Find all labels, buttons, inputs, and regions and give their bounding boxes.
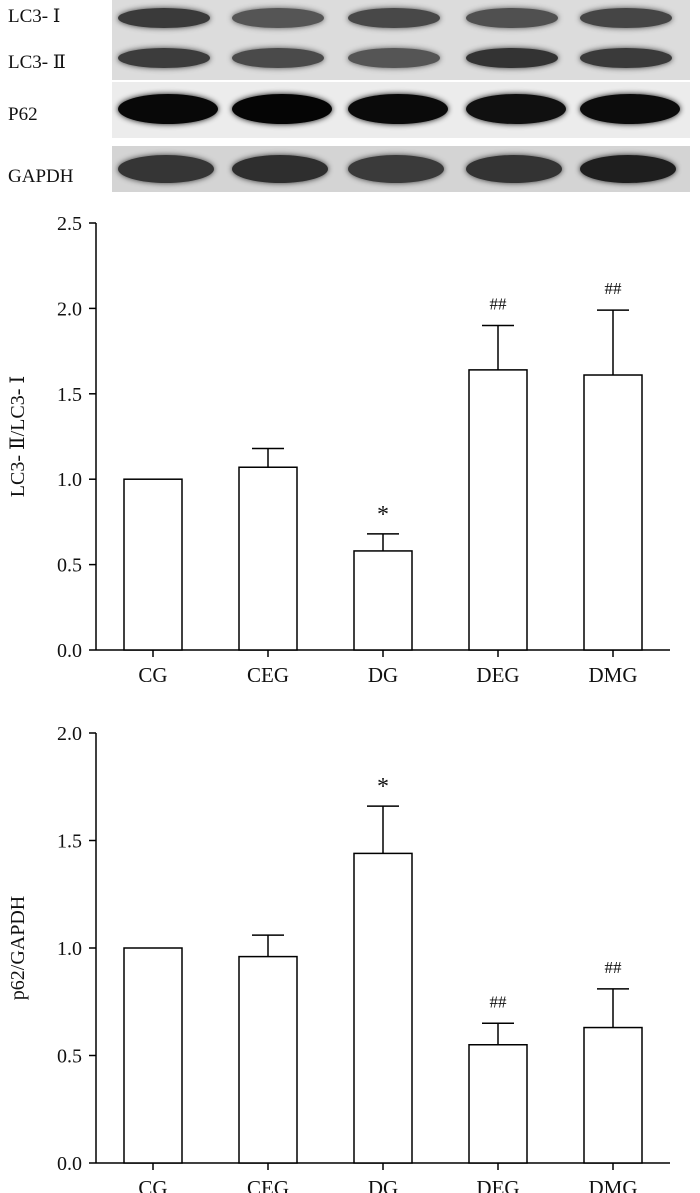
band-lc3-i-lane-5 — [580, 8, 672, 28]
y-tick-label: 0.0 — [57, 640, 82, 662]
western-blot-image: LC3- Ⅰ LC3- Ⅱ P62 GAPDH — [0, 0, 700, 200]
significance-mark-dg: * — [377, 774, 389, 800]
y-tick-label: 1.5 — [57, 831, 82, 853]
band-lc3-i-lane-4 — [466, 8, 558, 28]
band-gapdh-lane-5 — [580, 155, 676, 183]
significance-mark-deg: ## — [490, 992, 508, 1011]
significance-mark-deg: ## — [490, 294, 508, 313]
band-lc3-i-lane-2 — [232, 8, 324, 28]
band-p62-lane-2 — [232, 94, 332, 124]
y-tick-label: 0.5 — [57, 555, 82, 577]
bar-cg — [123, 947, 183, 1164]
x-tick-label: DEG — [476, 1176, 519, 1193]
y-axis-title: LC3- Ⅱ/LC3- Ⅰ — [7, 376, 29, 497]
band-p62-lane-3 — [348, 94, 448, 124]
x-tick-label: CEG — [247, 1176, 289, 1193]
significance-mark-dmg: ## — [605, 279, 623, 298]
band-lc3-i-lane-3 — [348, 8, 440, 28]
band-lc3-ii-lane-4 — [466, 48, 558, 68]
band-lc3-ii-lane-5 — [580, 48, 672, 68]
blot-label-lc3-ii: LC3- Ⅱ — [8, 52, 66, 73]
significance-mark-dmg: ## — [605, 958, 623, 977]
bar-dg — [353, 550, 413, 651]
x-tick-label: DG — [368, 1176, 398, 1193]
bar-ceg — [238, 466, 298, 651]
band-gapdh-lane-4 — [466, 155, 562, 183]
y-tick-label: 1.0 — [57, 469, 82, 491]
x-tick-label: CG — [138, 663, 167, 687]
y-tick-label: 1.0 — [57, 938, 82, 960]
x-tick-label: DMG — [588, 1176, 637, 1193]
y-axis-title: p62/GAPDH — [7, 896, 29, 1000]
band-p62-lane-1 — [118, 94, 218, 124]
blot-label-p62: P62 — [8, 104, 38, 125]
x-tick-label: DMG — [588, 663, 637, 687]
band-gapdh-lane-2 — [232, 155, 328, 183]
y-tick-label: 2.0 — [57, 298, 82, 320]
bar-deg — [468, 369, 528, 651]
band-lc3-ii-lane-3 — [348, 48, 440, 68]
blot-label-gapdh: GAPDH — [8, 166, 74, 187]
x-tick-label: DG — [368, 663, 398, 687]
y-tick-label: 0.5 — [57, 1046, 82, 1068]
x-tick-label: CEG — [247, 663, 289, 687]
y-tick-label: 1.5 — [57, 384, 82, 406]
significance-mark-dg: * — [377, 502, 389, 528]
band-lc3-ii-lane-1 — [118, 48, 210, 68]
x-tick-label: DEG — [476, 663, 519, 687]
band-p62-lane-4 — [466, 94, 566, 124]
y-tick-label: 2.0 — [57, 723, 82, 745]
y-tick-label: 0.0 — [57, 1153, 82, 1175]
p62-gapdh-chart: 0.0 0.5 1.0 1.5 2.0 CG CEG DG * DEG ## DMG ## p62/GAP… — [7, 723, 670, 1193]
bar-dmg — [583, 374, 643, 651]
bar-cg — [123, 478, 183, 651]
band-lc3-ii-lane-2 — [232, 48, 324, 68]
band-gapdh-lane-1 — [118, 155, 214, 183]
blot-label-lc3-i: LC3- Ⅰ — [8, 6, 61, 27]
lc3-ratio-chart: 0.0 0.5 1.0 1.5 2.0 2.5 CG CEG DG * DEG ## DMG ## LC3-… — [7, 213, 670, 687]
bar-dg — [353, 852, 413, 1164]
x-tick-label: CG — [138, 1176, 167, 1193]
bar-ceg — [238, 955, 298, 1164]
band-p62-lane-5 — [580, 94, 680, 124]
band-gapdh-lane-3 — [348, 155, 444, 183]
bar-deg — [468, 1044, 528, 1164]
bar-dmg — [583, 1026, 643, 1164]
y-tick-label: 2.5 — [57, 213, 82, 235]
band-lc3-i-lane-1 — [118, 8, 210, 28]
